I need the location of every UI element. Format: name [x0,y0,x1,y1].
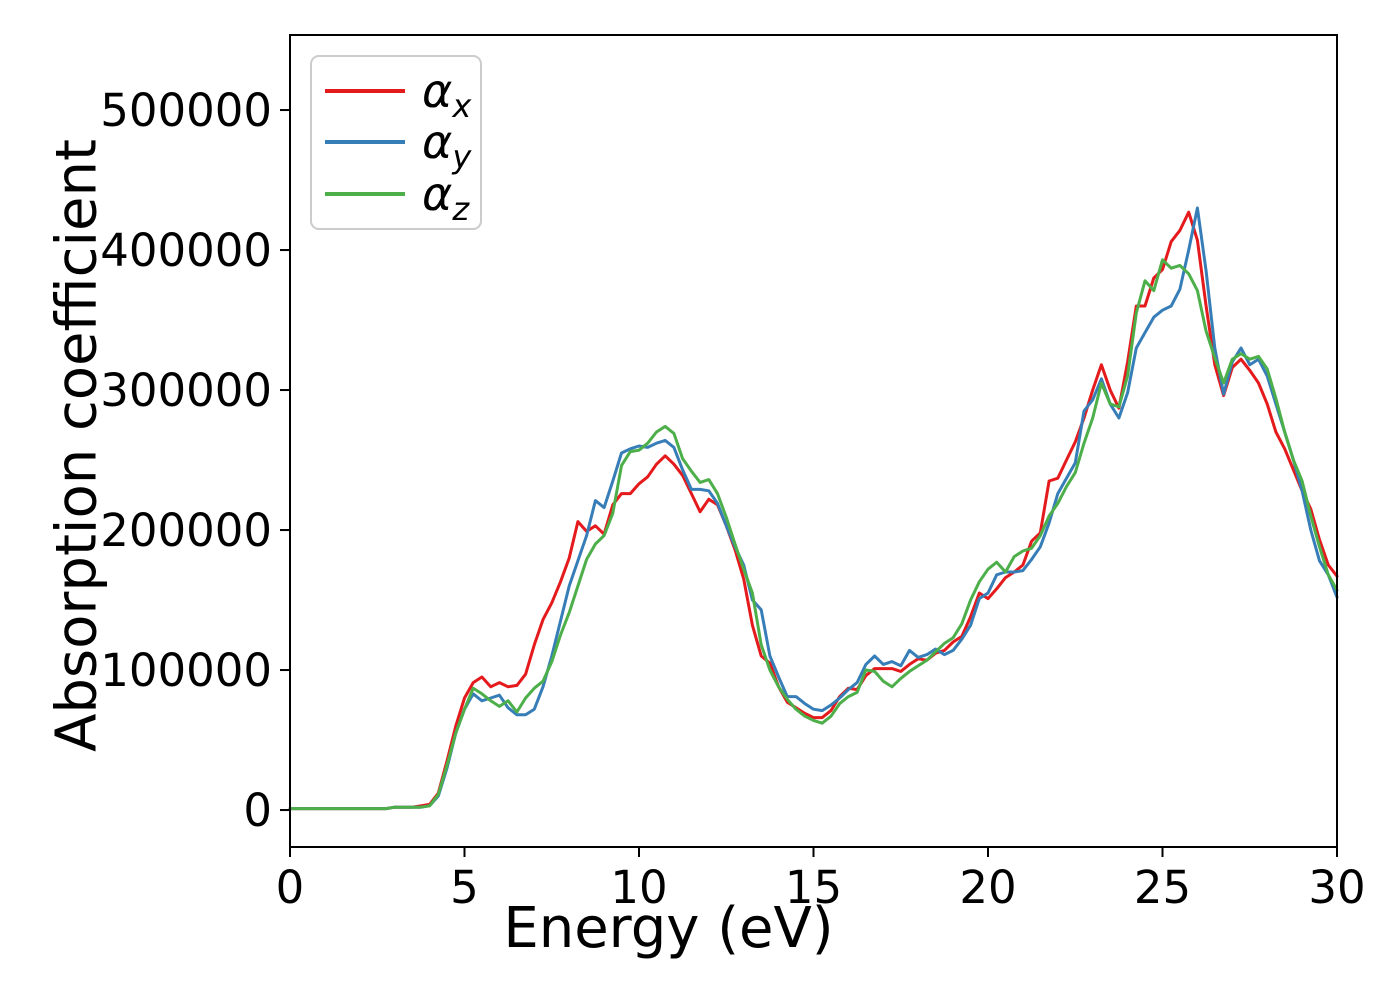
x-tick-label: 15 [785,861,842,914]
y-tick-label: 300000 [100,364,272,417]
legend-line-swatch-alpha-x [325,88,405,93]
legend-subscript: z [452,190,470,229]
legend-label-alpha-z: αz [422,171,469,225]
series-lines [288,206,1339,811]
x-tick-label: 5 [450,861,479,914]
y-tick-label: 0 [243,784,272,837]
y-tick-label: 100000 [100,644,272,697]
legend-label-alpha-x: αx [422,68,471,122]
legend-line-swatch-alpha-y [325,140,405,145]
y-tick-label: 400000 [100,224,272,277]
y-tick-label: 200000 [100,504,272,557]
legend-symbol: α [422,167,453,222]
legend-item-alpha-y: αy [325,119,480,173]
legend-line-swatch-alpha-z [325,192,405,197]
x-tick-label: 30 [1308,861,1365,914]
series-line-alpha-z [288,258,1339,811]
x-axis-label: Energy (eV) [503,896,834,961]
x-tick-label: 25 [1134,861,1191,914]
legend-symbol: α [422,63,453,118]
x-tick-label: 10 [610,861,667,914]
x-tick-label: 0 [276,861,305,914]
y-axis-label: Absorption coefficient [44,139,110,752]
legend-item-alpha-z: αz [325,171,480,225]
legend: αx αy αz [310,55,482,230]
legend-subscript: x [452,86,472,125]
legend-symbol: α [422,115,453,170]
legend-label-alpha-y: αy [422,119,471,173]
legend-subscript: y [452,138,472,177]
y-tick-label: 500000 [100,84,272,137]
legend-item-alpha-x: αx [325,68,480,122]
series-line-alpha-x [288,210,1339,811]
axis-ticks: 0 5 10 15 20 25 30 0 100000 200000 300000 400000 500… [100,84,1365,914]
x-tick-label: 20 [959,861,1016,914]
